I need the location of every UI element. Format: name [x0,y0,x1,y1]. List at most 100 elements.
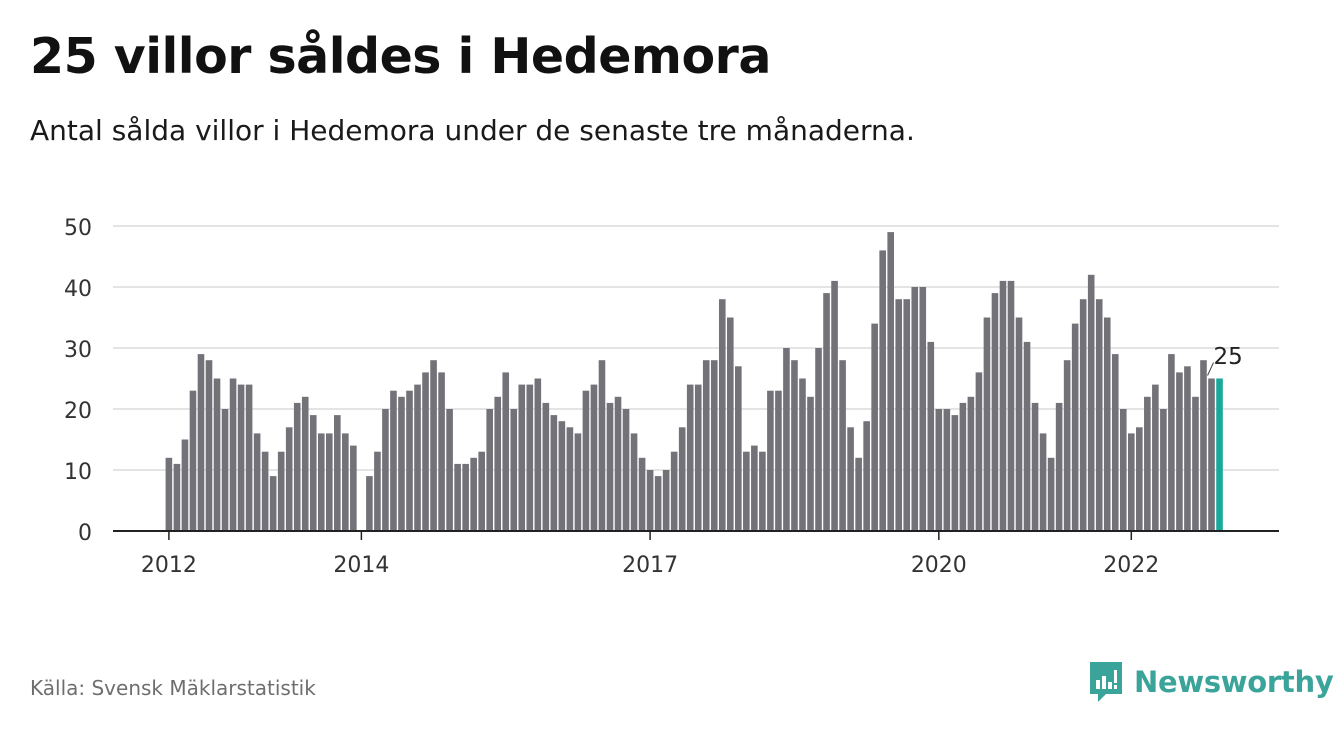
bar [1047,457,1055,531]
bar [221,409,229,531]
bar [871,323,878,531]
bar [839,360,846,531]
bar [1055,402,1063,531]
bar [1063,360,1071,531]
bar [759,451,766,531]
annotation-label: 25 [1214,344,1243,370]
bar [598,360,606,531]
bar [630,433,638,531]
bar [1087,274,1095,531]
bar [887,232,894,531]
bar [1136,427,1143,531]
x-tick-label: 2012 [141,553,197,578]
bar [269,476,277,531]
annotation-leader [1207,362,1214,376]
bar [486,409,493,531]
bar [879,250,886,531]
bar [1192,396,1199,531]
bar [983,317,991,531]
bar [197,354,205,531]
x-tick-label: 2022 [1103,553,1159,578]
source-note: Källa: Svensk Mäklarstatistik [30,676,316,700]
bar [213,378,221,531]
bar [1168,354,1175,531]
bar [398,396,405,531]
x-tick-label: 2014 [333,553,389,578]
bar [189,390,197,531]
bar [638,457,646,531]
bar [502,372,510,531]
bar [606,402,614,531]
bar [478,451,485,531]
bar [831,280,838,531]
bar [751,445,758,531]
bar [702,360,710,531]
bar [277,451,285,531]
bar [261,451,269,531]
bar [743,451,750,531]
bar [542,402,550,531]
bar [173,463,181,531]
bar [622,409,630,531]
bar [1079,299,1087,531]
x-tick-label: 2020 [911,553,967,578]
bar [550,415,558,531]
bar [710,360,718,531]
chart-subtitle: Antal sålda villor i Hedemora under de s… [30,114,915,147]
bar [1184,366,1191,531]
bar [919,287,927,531]
bar [438,372,445,531]
bar [1200,360,1207,531]
bar [350,445,357,531]
bar [670,451,678,531]
bar [334,415,341,531]
bar [590,384,598,531]
bar [967,396,975,531]
bar [382,409,389,531]
bar [446,409,453,531]
bar [574,433,582,531]
bar [430,360,437,531]
brand-logo: Newsworthy [1088,660,1334,704]
bar [414,384,421,531]
highlighted-bar [1216,378,1223,531]
bar [654,476,662,531]
chart-title: 25 villor såldes i Hedemora [30,28,771,85]
bar [470,457,477,531]
bar [1007,280,1015,531]
y-tick-label: 40 [64,277,92,302]
y-tick-label: 30 [64,338,92,363]
bar [775,390,782,531]
bar [566,427,574,531]
bar [309,415,317,531]
bar [1015,317,1023,531]
bar [462,463,469,531]
y-tick-label: 50 [64,216,92,241]
bar [927,341,935,531]
bar [791,360,798,531]
bar [895,299,903,531]
bar [285,427,293,531]
bar [366,476,373,531]
y-tick-label: 10 [64,460,92,485]
bar [847,427,854,531]
bar [1039,433,1047,531]
bar [390,390,397,531]
bar [614,396,622,531]
bar [935,409,943,531]
bar [1152,384,1159,531]
bar [975,372,983,531]
bar [694,384,702,531]
bar [903,299,911,531]
bar [991,293,999,531]
bar [686,384,694,531]
bar [646,470,654,531]
bar [406,390,413,531]
bar [229,378,237,531]
bar [422,372,429,531]
bar [807,396,814,531]
bar [526,384,534,531]
bar [1103,317,1111,531]
bar [205,360,213,531]
